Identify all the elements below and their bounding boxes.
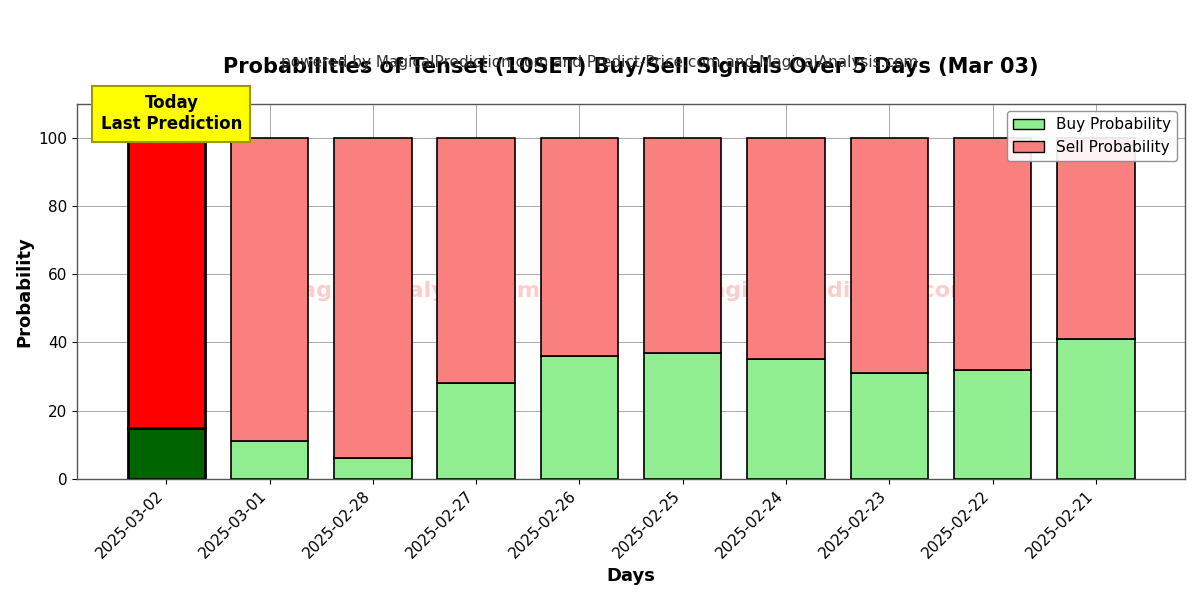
Bar <box>334 137 412 458</box>
Bar <box>644 137 721 353</box>
Bar <box>230 137 308 441</box>
Bar <box>230 441 308 479</box>
Text: powered by MagicalPrediction.com and Predict-Price.com and MagicalAnalysis.com: powered by MagicalPrediction.com and Pre… <box>281 55 919 70</box>
Y-axis label: Probability: Probability <box>14 236 32 347</box>
Bar <box>437 383 515 479</box>
Title: Probabilities of Tenset (10SET) Buy/Sell Signals Over 5 Days (Mar 03): Probabilities of Tenset (10SET) Buy/Sell… <box>223 57 1039 77</box>
Bar <box>541 356 618 479</box>
Bar <box>748 359 824 479</box>
Bar <box>1057 137 1135 339</box>
Bar <box>1057 339 1135 479</box>
X-axis label: Days: Days <box>607 567 655 585</box>
Bar <box>851 137 928 373</box>
Bar <box>127 428 205 479</box>
Bar <box>748 137 824 359</box>
Bar <box>954 137 1031 370</box>
Legend: Buy Probability, Sell Probability: Buy Probability, Sell Probability <box>1007 111 1177 161</box>
Bar <box>541 137 618 356</box>
Bar <box>954 370 1031 479</box>
Text: Today
Last Prediction: Today Last Prediction <box>101 94 242 133</box>
Bar <box>851 373 928 479</box>
Bar <box>437 137 515 383</box>
Bar <box>644 353 721 479</box>
Text: MagicalAnalysis.com: MagicalAnalysis.com <box>278 281 540 301</box>
Text: MagicalPrediction.com: MagicalPrediction.com <box>688 281 973 301</box>
Bar <box>334 458 412 479</box>
Bar <box>127 137 205 428</box>
